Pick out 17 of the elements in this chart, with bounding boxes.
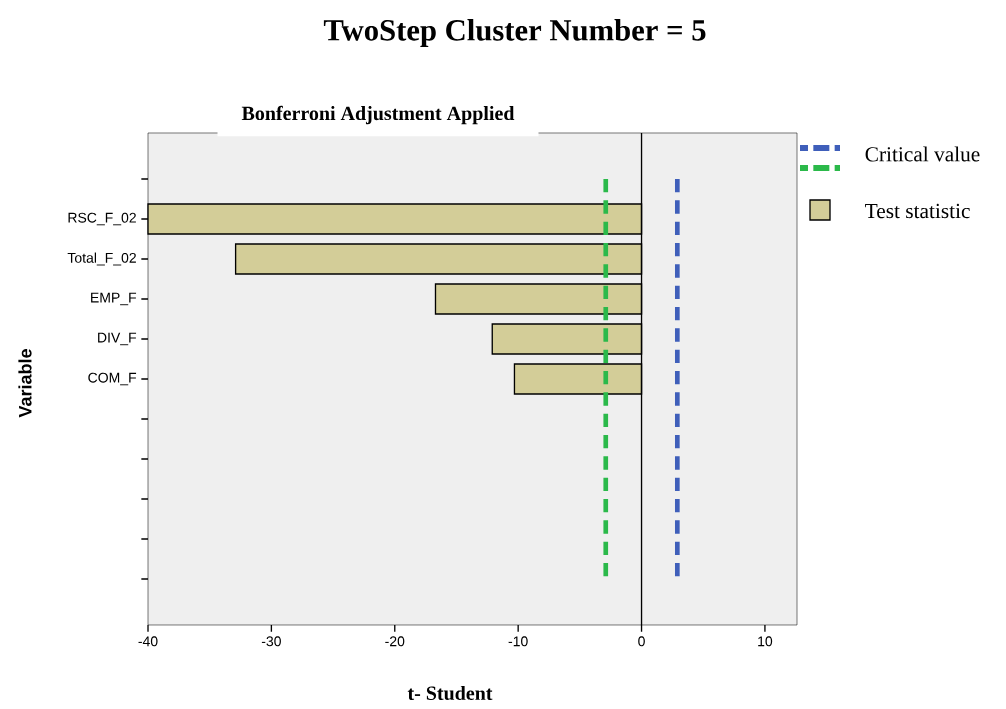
y-tick-label: COM_F	[88, 372, 137, 386]
x-tick-label: -20	[385, 636, 405, 647]
chart-subtitle: Bonferroni Adjustment Applied	[241, 105, 515, 125]
legend-label: Test statistic	[865, 203, 970, 219]
x-tick-label: -30	[261, 636, 281, 647]
x-axis-title: t- Student	[407, 685, 493, 701]
y-tick-label: DIV_F	[98, 332, 137, 346]
y-tick-label: Total_F_02	[67, 252, 136, 266]
legend-label: Critical value	[865, 146, 980, 162]
y-tick-label: RSC_F_02	[68, 212, 136, 226]
y-axis-title: Variable	[18, 349, 32, 418]
x-tick-label: -40	[138, 636, 158, 647]
x-tick-label: 0	[638, 636, 645, 647]
x-tick-label: 10	[758, 636, 773, 647]
y-tick-label: EMP_F	[91, 292, 137, 306]
x-tick-label: -10	[508, 636, 528, 647]
chart-title: TwoStep Cluster Number = 5	[323, 19, 706, 47]
